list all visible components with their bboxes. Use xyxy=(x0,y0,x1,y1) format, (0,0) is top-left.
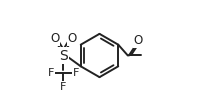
Text: F: F xyxy=(48,68,54,78)
Text: S: S xyxy=(59,49,68,62)
Text: O: O xyxy=(68,32,77,45)
Text: F: F xyxy=(60,82,67,92)
Text: O: O xyxy=(134,34,143,47)
Text: O: O xyxy=(50,32,59,45)
Text: F: F xyxy=(72,68,79,78)
